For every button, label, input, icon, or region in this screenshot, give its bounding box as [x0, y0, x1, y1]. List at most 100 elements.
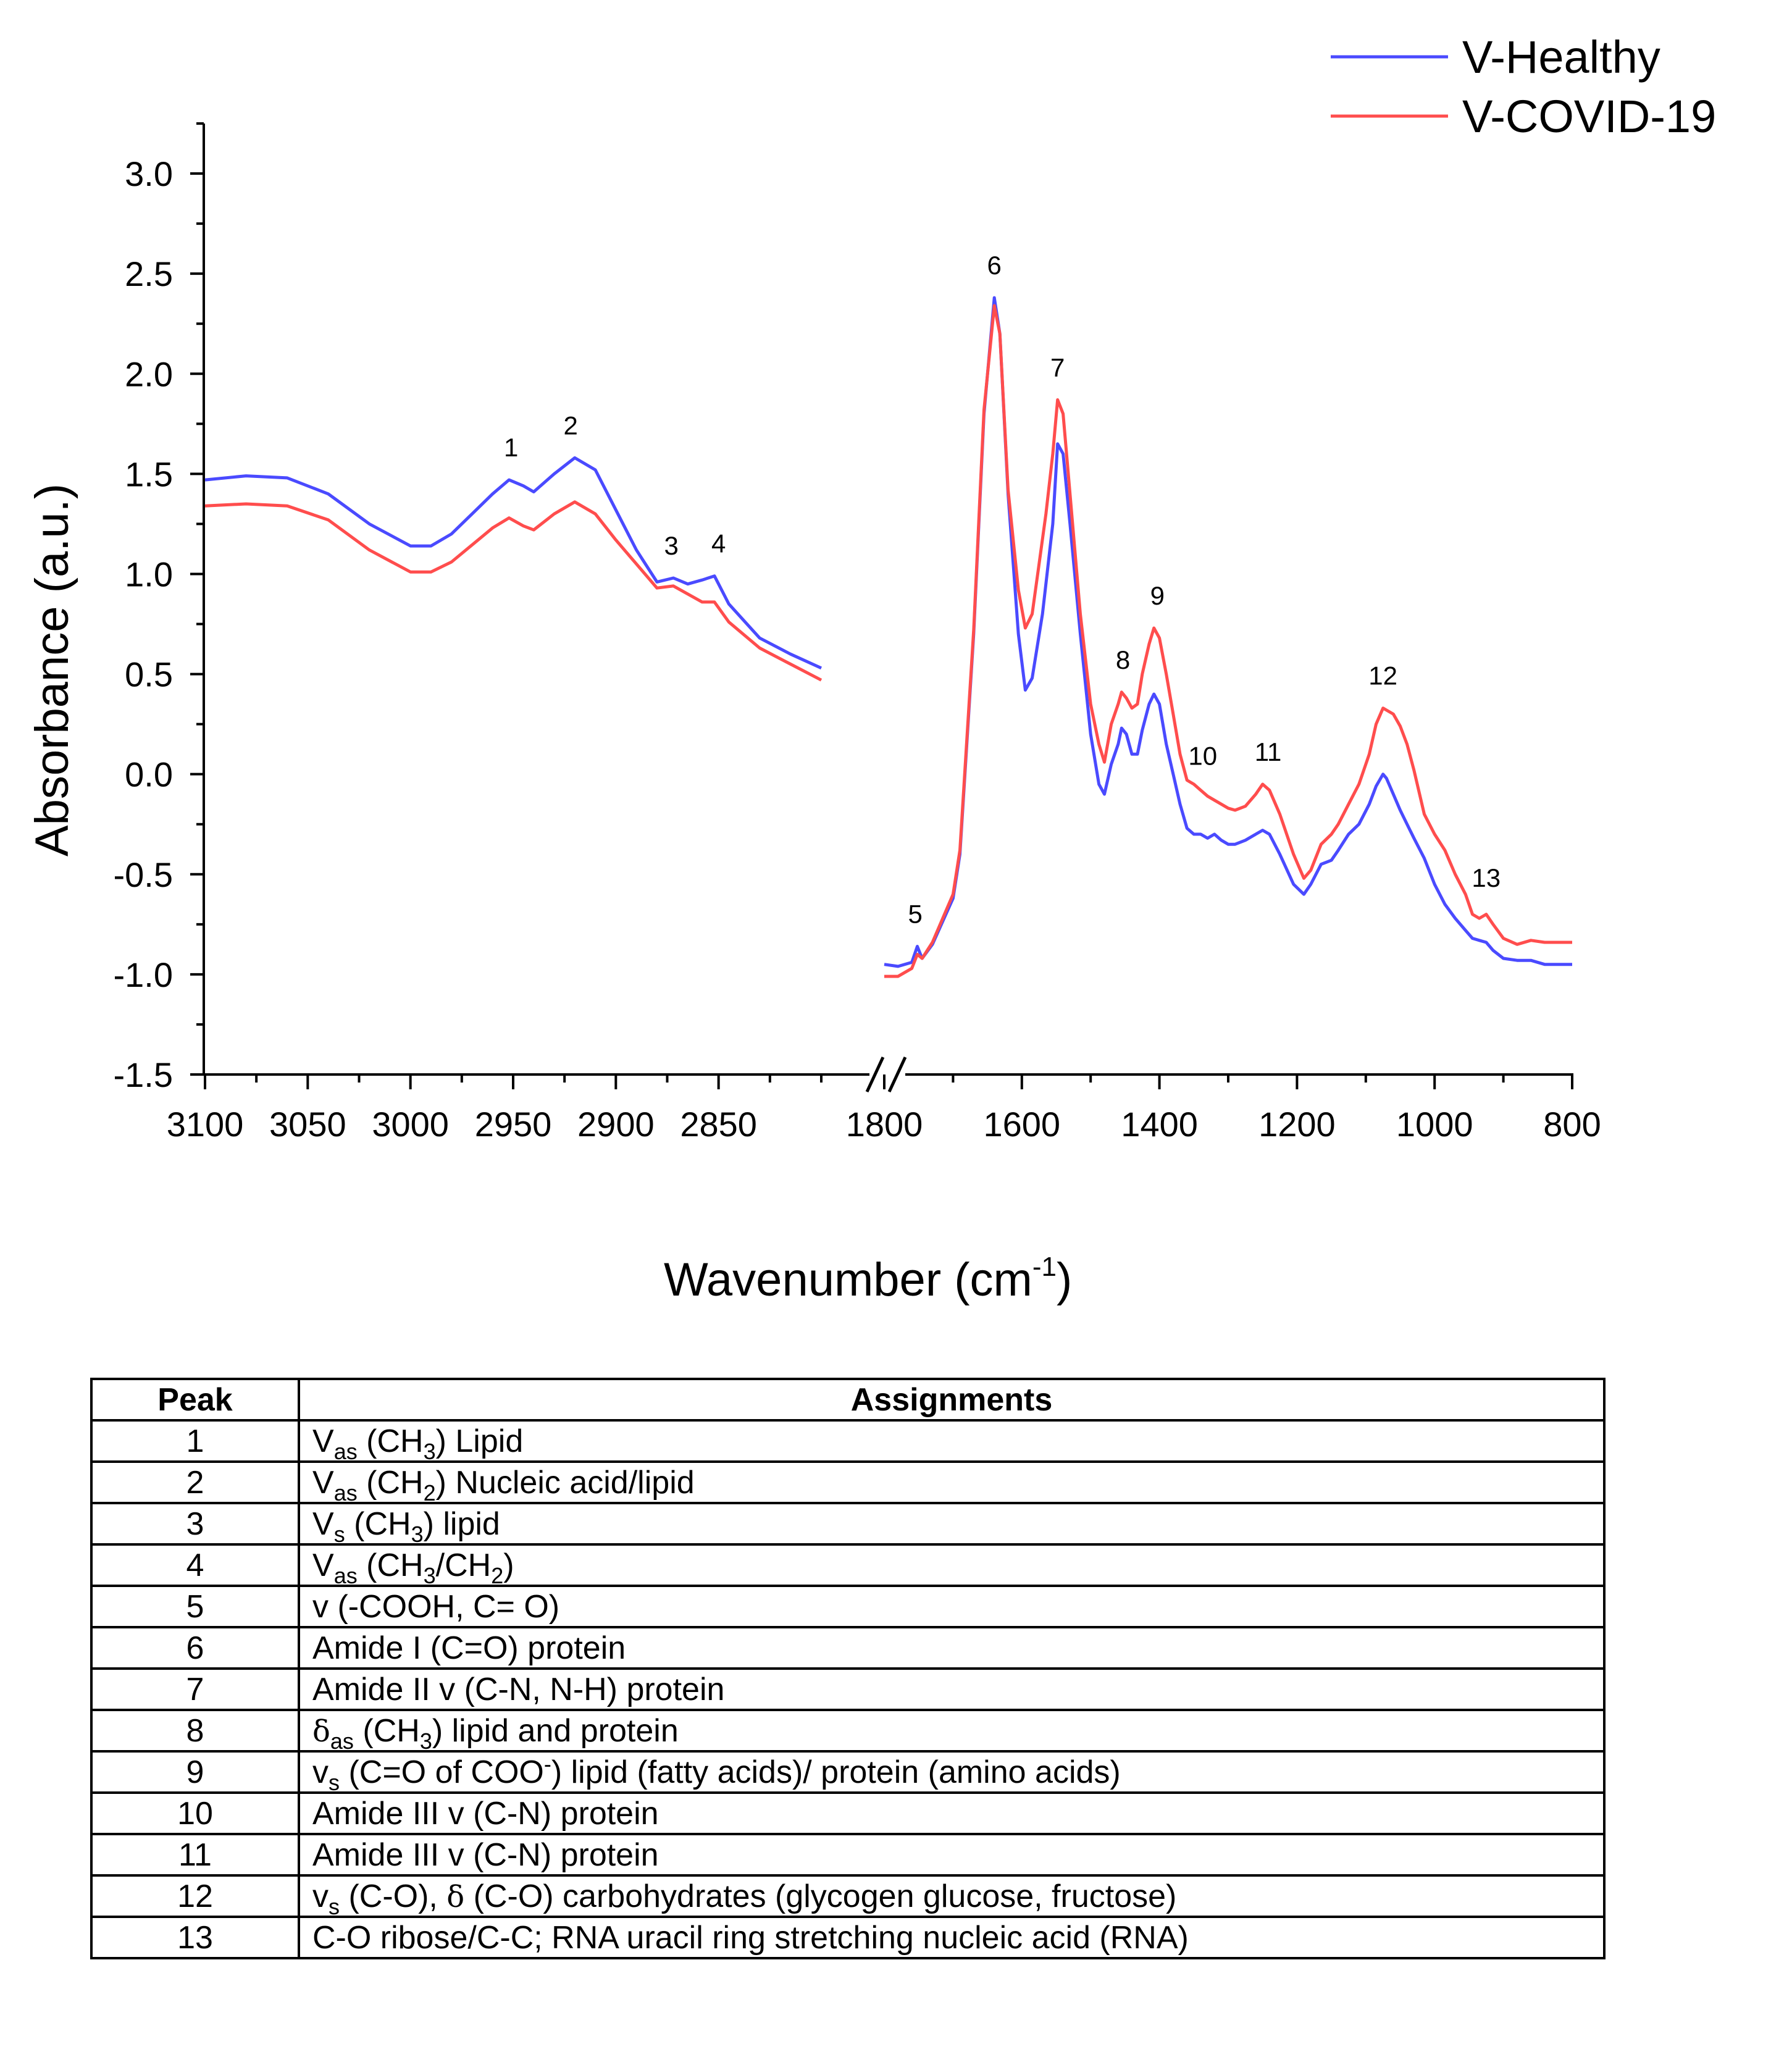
assignment-text: V	[312, 1464, 334, 1501]
legend-label: V-Healthy	[1462, 31, 1660, 83]
table-row: 8 δas (CH3) lipid and protein	[90, 1709, 1606, 1754]
table-row: 4 Vas (CH3/CH2)	[90, 1543, 1606, 1588]
greek-symbol: δ	[312, 1714, 330, 1749]
assignment-text: (CH	[357, 1547, 424, 1583]
peak-number: 4	[90, 1543, 300, 1587]
y-tick-label: 0.5	[125, 655, 173, 694]
peak-number: 12	[90, 1874, 300, 1918]
peak-label: 10	[1188, 741, 1217, 770]
peak-assignment: Vs (CH3) lipid	[298, 1502, 1606, 1547]
peak-assignment: Amide I (C=O) protein	[298, 1626, 1606, 1670]
assignment-text: (CH	[353, 1712, 420, 1749]
x-tick-label: 3100	[167, 1105, 244, 1144]
peak-number: 7	[90, 1667, 300, 1711]
assignment-text: ) Nucleic acid/lipid	[435, 1464, 695, 1501]
y-tick-label: 1.0	[125, 555, 173, 593]
peak-assignment: Vas (CH3) Lipid	[298, 1419, 1606, 1464]
peak-number: 9	[90, 1750, 300, 1794]
y-tick-label: -1.5	[114, 1055, 174, 1094]
peak-number: 2	[90, 1460, 300, 1504]
table-header-row: Peak Assignments	[90, 1378, 1606, 1422]
assignment-text: V	[312, 1423, 334, 1459]
peak-number: 10	[90, 1791, 300, 1835]
table-row: 5 v (-COOH, C= O)	[90, 1585, 1606, 1628]
assignment-text: ) lipid	[423, 1506, 500, 1542]
subscript: 3	[423, 1562, 436, 1588]
x-tick-label: 2850	[680, 1105, 757, 1144]
peak-number: 6	[90, 1626, 300, 1670]
subscript: 2	[423, 1480, 436, 1506]
peak-number: 11	[90, 1833, 300, 1877]
subscript: as	[330, 1728, 354, 1754]
x-axis-title: Wavenumber (cm-1)	[664, 1252, 1072, 1306]
assignment-text: Amide III v (C-N) protein	[312, 1837, 659, 1873]
table-row: 2 Vas (CH2) Nucleic acid/lipid	[90, 1460, 1606, 1506]
peak-label: 9	[1150, 581, 1165, 610]
peak-assignment: Vas (CH3/CH2)	[298, 1543, 1606, 1588]
table-row: 7 Amide II v (C-N, N-H) protein	[90, 1667, 1606, 1711]
peak-label: 1	[504, 433, 518, 462]
y-tick-label: -0.5	[114, 855, 174, 894]
legend-label: V-COVID-19	[1462, 91, 1716, 142]
x-tick-label: 1200	[1258, 1105, 1336, 1144]
subscript: 3	[419, 1728, 432, 1754]
peak-number: 8	[90, 1709, 300, 1753]
assignment-text: (CH	[357, 1423, 424, 1459]
assignment-text: V	[312, 1506, 334, 1542]
y-tick-label: 2.5	[125, 254, 173, 293]
subscript: 3	[411, 1521, 424, 1547]
peak-label: 4	[711, 529, 726, 558]
table-row: 9 vs (C=O of COO-) lipid (fatty acids)/ p…	[90, 1750, 1606, 1795]
assignment-text: v	[312, 1878, 329, 1914]
assignment-text: V	[312, 1547, 334, 1583]
table-row: 10 Amide III v (C-N) protein	[90, 1791, 1606, 1835]
peak-number: 5	[90, 1585, 300, 1628]
y-tick-label: 1.5	[125, 454, 173, 493]
x-tick-label: 1600	[984, 1105, 1061, 1144]
assignment-text: (C=O of COO	[340, 1754, 544, 1790]
x-tick-label: 1000	[1396, 1105, 1473, 1144]
peak-number: 13	[90, 1916, 300, 1959]
header-peak: Peak	[90, 1378, 300, 1422]
assignment-text: ) lipid and protein	[432, 1712, 679, 1749]
assignment-text: Amide II v (C-N, N-H) protein	[312, 1671, 725, 1707]
x-tick-label: 1800	[846, 1105, 923, 1144]
peak-assignment: Vas (CH2) Nucleic acid/lipid	[298, 1460, 1606, 1506]
series-layer	[204, 296, 1572, 978]
peak-label: 3	[664, 531, 678, 560]
y-tick-label: 3.0	[125, 154, 173, 193]
x-tick-label: 800	[1543, 1105, 1601, 1144]
peak-assignment: vs (C-O), δ (C-O) carbohydrates (glycoge…	[298, 1874, 1606, 1918]
peak-label: 6	[987, 251, 1002, 280]
peak-assignment: v (-COOH, C= O)	[298, 1585, 1606, 1628]
assignment-text: (CH	[345, 1506, 411, 1542]
subscript: as	[333, 1480, 358, 1506]
assignment-text: C-O ribose/C-C; RNA uracil ring stretchi…	[312, 1919, 1189, 1956]
series-line-v-covid-19-low	[884, 304, 1572, 978]
peak-assignment: Amide II v (C-N, N-H) protein	[298, 1667, 1606, 1711]
subscript: s	[329, 1769, 340, 1795]
assignment-text: /CH	[435, 1547, 492, 1583]
peak-label: 2	[563, 411, 577, 440]
subscript: as	[333, 1438, 358, 1464]
assignment-text: (C-O),	[340, 1878, 447, 1914]
subscript: s	[333, 1521, 345, 1547]
legend: V-Healthy V-COVID-19	[1331, 31, 1716, 142]
axis-break-mark	[865, 1056, 885, 1093]
assignment-text: (C-O) carbohydrates (glycogen glucose, f…	[464, 1878, 1177, 1914]
x-tick-label: 1400	[1121, 1105, 1198, 1144]
header-assignments: Assignments	[298, 1378, 1606, 1422]
assignment-text: ) lipid (fatty acids)/ protein (amino ac…	[551, 1754, 1121, 1790]
peak-number: 1	[90, 1419, 300, 1463]
series-line-v-healthy-high	[204, 456, 823, 670]
x-tick-label: 2900	[577, 1105, 655, 1144]
peak-label: 8	[1116, 645, 1130, 674]
series-line-v-covid-19-high	[204, 500, 823, 682]
x-axis-title-main: Wavenumber (cm	[664, 1254, 1032, 1306]
assignment-text: (CH	[357, 1464, 424, 1501]
table-row: 13 C-O ribose/C-C; RNA uracil ring stretc…	[90, 1916, 1606, 1959]
y-tick-label: 2.0	[125, 354, 173, 393]
superscript: -	[543, 1751, 551, 1777]
assignment-text: ) Lipid	[435, 1423, 524, 1459]
